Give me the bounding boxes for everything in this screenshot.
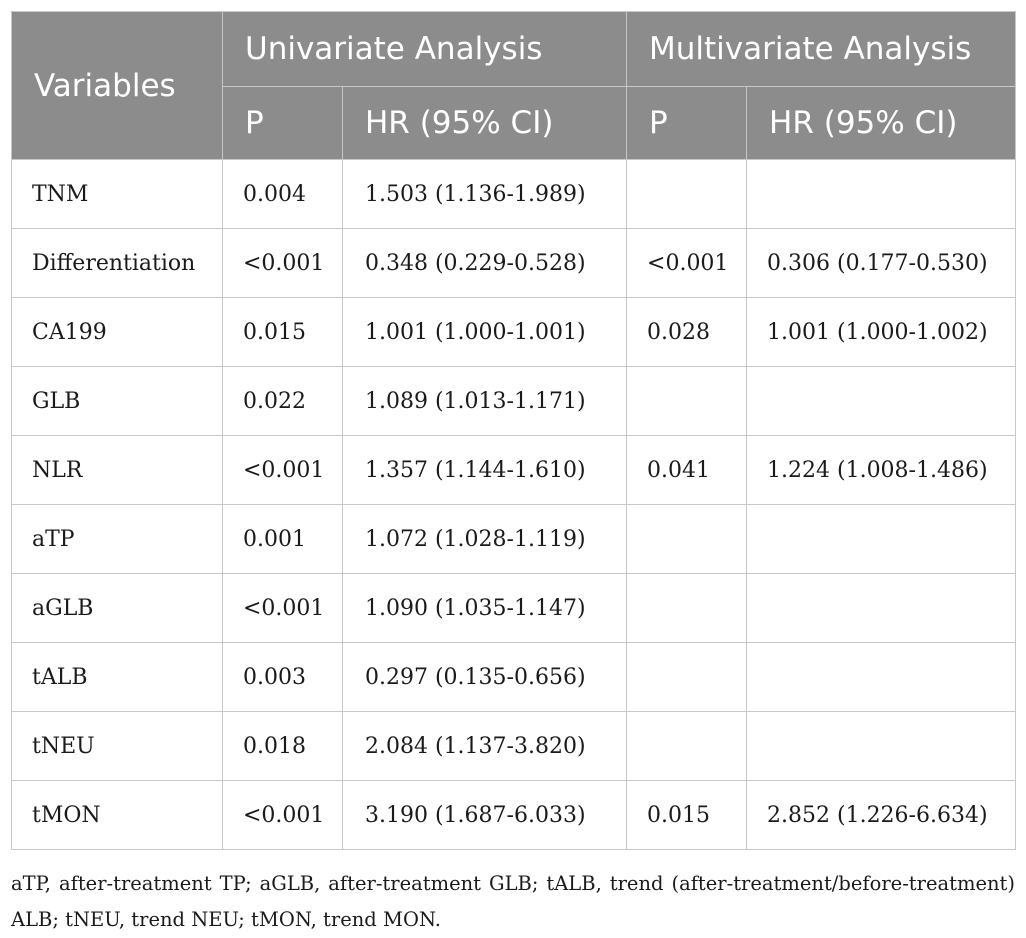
table-body: TNM 0.004 1.503 (1.136-1.989) Differenti… (11, 159, 1017, 850)
cell-univariate-p: 0.018 (222, 711, 343, 781)
cell-variable: NLR (11, 435, 223, 505)
cell-univariate-p: <0.001 (222, 228, 343, 298)
cell-multivariate-p (626, 642, 748, 712)
cox-regression-table: Variables Univariate Analysis Multivaria… (11, 11, 1017, 850)
cell-variable: Differentiation (11, 228, 223, 298)
header-multivariate-hr: HR (95% CI) (746, 86, 1017, 160)
cell-multivariate-hr (746, 504, 1017, 574)
cell-variable: aGLB (11, 573, 223, 643)
cell-multivariate-p (626, 159, 748, 229)
cell-univariate-hr: 1.357 (1.144-1.610) (341, 435, 628, 505)
cell-multivariate-hr (746, 159, 1017, 229)
cell-variable: tNEU (11, 711, 223, 781)
cell-multivariate-hr (746, 573, 1017, 643)
cell-univariate-hr: 0.348 (0.229-0.528) (341, 228, 628, 298)
cell-univariate-p: <0.001 (222, 780, 343, 850)
table-footnote: aTP, after-treatment TP; aGLB, after-tre… (11, 872, 1015, 931)
cell-variable: CA199 (11, 297, 223, 367)
cell-multivariate-p (626, 504, 748, 574)
cell-multivariate-hr (746, 366, 1017, 436)
cell-variable: tALB (11, 642, 223, 712)
header-row-groups: Variables Univariate Analysis Multivaria… (11, 11, 1017, 160)
cell-univariate-p: 0.001 (222, 504, 343, 574)
table-row: NLR <0.001 1.357 (1.144-1.610) 0.041 1.2… (11, 435, 1017, 505)
cell-multivariate-p (626, 711, 748, 781)
cell-multivariate-hr (746, 711, 1017, 781)
cell-univariate-hr: 1.090 (1.035-1.147) (341, 573, 628, 643)
cell-univariate-hr: 3.190 (1.687-6.033) (341, 780, 628, 850)
cell-multivariate-p (626, 573, 748, 643)
cell-univariate-p: <0.001 (222, 573, 343, 643)
cell-multivariate-p: <0.001 (626, 228, 748, 298)
table-row: TNM 0.004 1.503 (1.136-1.989) (11, 159, 1017, 229)
header-multivariate-analysis: Multivariate Analysis (626, 11, 1017, 87)
cell-multivariate-p: 0.015 (626, 780, 748, 850)
results-table-container: Variables Univariate Analysis Multivaria… (11, 11, 1017, 850)
table-row: CA199 0.015 1.001 (1.000-1.001) 0.028 1.… (11, 297, 1017, 367)
table-row: GLB 0.022 1.089 (1.013-1.171) (11, 366, 1017, 436)
table-row: tMON <0.001 3.190 (1.687-6.033) 0.015 2.… (11, 780, 1017, 850)
cell-univariate-p: 0.015 (222, 297, 343, 367)
cell-multivariate-hr: 1.001 (1.000-1.002) (746, 297, 1017, 367)
cell-multivariate-p: 0.028 (626, 297, 748, 367)
cell-univariate-p: <0.001 (222, 435, 343, 505)
cell-univariate-p: 0.003 (222, 642, 343, 712)
header-univariate-hr: HR (95% CI) (341, 86, 628, 160)
cell-univariate-p: 0.004 (222, 159, 343, 229)
table-row: Differentiation <0.001 0.348 (0.229-0.52… (11, 228, 1017, 298)
header-variables: Variables (11, 11, 223, 160)
cell-variable: GLB (11, 366, 223, 436)
cell-multivariate-hr (746, 642, 1017, 712)
cell-univariate-hr: 1.503 (1.136-1.989) (341, 159, 628, 229)
cell-multivariate-hr: 1.224 (1.008-1.486) (746, 435, 1017, 505)
cell-variable: tMON (11, 780, 223, 850)
table-row: tNEU 0.018 2.084 (1.137-3.820) (11, 711, 1017, 781)
table-row: tALB 0.003 0.297 (0.135-0.656) (11, 642, 1017, 712)
table-header: Variables Univariate Analysis Multivaria… (11, 11, 1017, 160)
cell-multivariate-hr: 0.306 (0.177-0.530) (746, 228, 1017, 298)
cell-multivariate-p: 0.041 (626, 435, 748, 505)
cell-multivariate-hr: 2.852 (1.226-6.634) (746, 780, 1017, 850)
cell-multivariate-p (626, 366, 748, 436)
header-univariate-p: P (222, 86, 343, 160)
cell-univariate-hr: 2.084 (1.137-3.820) (341, 711, 628, 781)
cell-univariate-p: 0.022 (222, 366, 343, 436)
header-univariate-analysis: Univariate Analysis (221, 11, 628, 87)
cell-univariate-hr: 1.072 (1.028-1.119) (341, 504, 628, 574)
cell-univariate-hr: 0.297 (0.135-0.656) (341, 642, 628, 712)
cell-univariate-hr: 1.089 (1.013-1.171) (341, 366, 628, 436)
cell-variable: TNM (11, 159, 223, 229)
header-multivariate-p: P (626, 86, 748, 160)
table-row: aGLB <0.001 1.090 (1.035-1.147) (11, 573, 1017, 643)
cell-univariate-hr: 1.001 (1.000-1.001) (341, 297, 628, 367)
cell-variable: aTP (11, 504, 223, 574)
header-row-subcolumns: P HR (95% CI) P HR (95% CI) (12, 86, 1017, 160)
table-row: aTP 0.001 1.072 (1.028-1.119) (11, 504, 1017, 574)
